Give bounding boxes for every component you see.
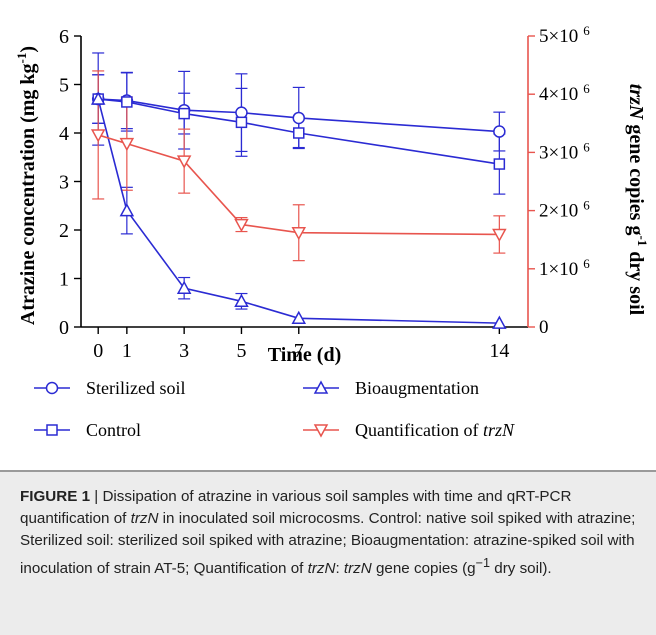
caption-text-2: in inoculated soil microcosms. Control: … xyxy=(20,510,636,578)
series-0-point xyxy=(235,106,248,119)
legend-label-text: Bioaugmentation xyxy=(355,378,479,398)
series-2-line xyxy=(97,98,500,324)
series-1-point xyxy=(235,116,248,129)
right-tick-label: 0 xyxy=(539,317,549,338)
legend-marker xyxy=(313,424,329,438)
left-axis-title-tail: ) xyxy=(17,46,39,53)
series-2-point xyxy=(90,91,106,105)
series-2-point xyxy=(176,280,192,294)
series-3-point xyxy=(234,218,249,233)
right-tick-mantissa: 3×10 xyxy=(539,142,578,163)
left-tick-label: 6 xyxy=(59,26,69,48)
right-tick-label: 1×10 6 xyxy=(539,256,590,280)
series-2-point xyxy=(234,293,249,308)
x-tick-label: 5 xyxy=(236,340,246,362)
legend-label: Quantification of trzN xyxy=(355,420,515,440)
left-tick-label: 4 xyxy=(59,123,69,145)
series-0-point xyxy=(493,125,506,138)
right-tick-mantissa: 4×10 xyxy=(539,84,578,105)
caption-text-3: : xyxy=(335,560,344,578)
right-axis-title-text: gene copies g xyxy=(625,119,647,235)
left-tick-label: 1 xyxy=(59,269,69,291)
right-tick-mantissa: 0 xyxy=(539,317,549,338)
legend-label-gene: trzN xyxy=(483,420,515,440)
caption-box: FIGURE 1 | Dissipation of atrazine in va… xyxy=(0,470,656,635)
series-1-point xyxy=(293,127,305,139)
x-tick-label: 1 xyxy=(122,340,132,362)
right-tick-mantissa: 5×10 xyxy=(539,26,578,47)
legend-label-text: Quantification of xyxy=(355,420,483,440)
series-3-point xyxy=(119,137,135,152)
series-1-point xyxy=(121,96,133,108)
caption-label: FIGURE 1 xyxy=(20,488,91,505)
right-tick-mantissa: 1×10 xyxy=(539,259,578,280)
x-tick-label: 0 xyxy=(93,340,103,362)
left-axis-title-text: Atrazine concentration (mg kg xyxy=(17,63,39,325)
legend-label-text: Sterilized soil xyxy=(86,378,185,398)
left-axis-title: Atrazine concentration (mg kg-1) xyxy=(14,46,39,325)
caption-text-5: dry soil). xyxy=(490,560,552,578)
legend-marker xyxy=(46,424,58,436)
right-tick-label: 5×10 6 xyxy=(539,23,590,47)
right-axis-title-tail: dry soil xyxy=(625,246,647,315)
x-axis-title: Time (d) xyxy=(268,344,342,366)
right-tick-exponent: 6 xyxy=(583,256,590,271)
series-3-point xyxy=(90,129,106,143)
series-markers xyxy=(90,91,507,329)
caption-text-1: Dissipation of atrazine in various soil … xyxy=(20,488,572,527)
error-bars xyxy=(92,52,506,310)
left-tick-label: 2 xyxy=(59,220,69,242)
caption-superscript: −1 xyxy=(475,556,491,570)
series-3-point xyxy=(291,226,307,241)
series-2-point xyxy=(119,203,135,217)
right-tick-exponent: 6 xyxy=(583,23,590,38)
right-axis-title-gene: trzN xyxy=(625,84,647,121)
legend-label: Sterilized soil xyxy=(86,378,185,398)
caption-gene-2: trzN xyxy=(307,560,336,578)
right-tick-label: 3×10 6 xyxy=(539,139,590,163)
figure-caption: FIGURE 1 | Dissipation of atrazine in va… xyxy=(20,486,636,580)
series-2-point xyxy=(291,310,307,325)
series-3-point xyxy=(492,228,507,243)
series-3-point xyxy=(176,155,192,169)
x-tick-label: 7 xyxy=(294,340,304,362)
legend-label: Bioaugmentation xyxy=(355,378,479,398)
series-1-point xyxy=(493,158,506,170)
legend-label-text: Control xyxy=(86,420,141,440)
left-tick-label: 3 xyxy=(59,172,69,194)
series-1-point xyxy=(178,107,190,120)
right-axis-title-sup: -1 xyxy=(635,235,650,246)
x-tick-label: 14 xyxy=(489,340,509,362)
caption-text-4: gene copies (g xyxy=(371,560,476,578)
right-tick-exponent: 6 xyxy=(583,81,590,96)
series-0-point xyxy=(292,111,306,125)
caption-separator: | xyxy=(90,488,103,505)
legend: Sterilized soil Bioaugmentation Control Qua… xyxy=(34,378,515,440)
right-tick-exponent: 6 xyxy=(583,198,590,213)
right-axis-title: trzN gene copies g-1 dry soil xyxy=(625,84,650,316)
legend-marker xyxy=(313,380,329,394)
series-2-point xyxy=(492,315,507,329)
right-tick-mantissa: 2×10 xyxy=(539,201,578,222)
caption-gene-1: trzN xyxy=(130,510,159,527)
caption-gene-3: trzN xyxy=(343,560,372,578)
x-tick-label: 3 xyxy=(179,340,189,362)
right-tick-label: 4×10 6 xyxy=(539,81,590,105)
left-tick-label: 5 xyxy=(59,75,69,97)
left-tick-label: 0 xyxy=(59,317,69,339)
legend-label: Control xyxy=(86,420,141,440)
right-tick-exponent: 6 xyxy=(583,139,590,154)
left-axis-title-sup: -1 xyxy=(14,53,29,64)
right-tick-label: 2×10 6 xyxy=(539,198,590,222)
legend-marker xyxy=(45,381,59,395)
